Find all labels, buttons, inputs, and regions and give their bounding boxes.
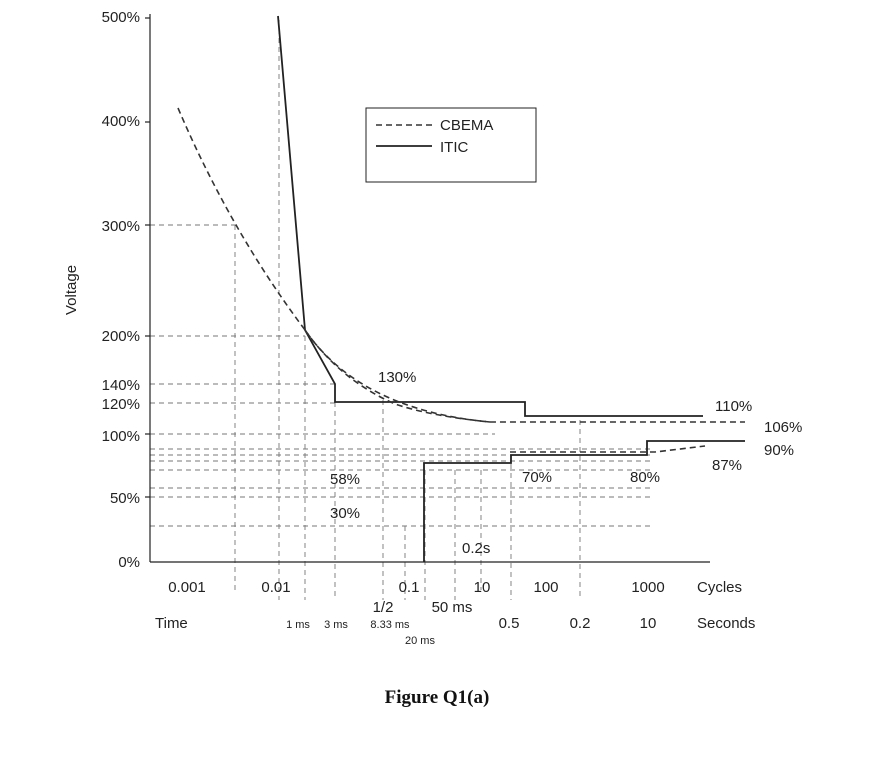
annotation-0-2s: 0.2s (462, 540, 490, 557)
y-tick-label: 100% (102, 428, 140, 445)
x-tick-label: 10 (474, 579, 491, 596)
series-cbema (177, 107, 745, 453)
x-time-tick: 8.33 ms (370, 619, 410, 631)
x-time-tick: 0.2 (570, 615, 591, 632)
y-axis-label: Voltage (63, 265, 80, 315)
itic-upper-curve (277, 15, 703, 417)
legend: CBEMA ITIC (365, 107, 537, 183)
annotation-80: 80% (630, 469, 660, 486)
x-cycle-axis-label: Cycles (697, 579, 742, 596)
annotation-87: 87% (712, 457, 742, 474)
y-tick-label: 120% (102, 396, 140, 413)
annotation-90: 90% (764, 442, 794, 459)
x-time-tick: 10 (640, 615, 657, 632)
y-tick-label: 50% (110, 490, 140, 507)
x-time-tick: 1 ms (286, 619, 310, 631)
x-tick-label: 100 (533, 579, 558, 596)
annotations: 130% 110% 106% 90% 87% 58% 30% 70% 80% 0… (330, 369, 802, 557)
cbema-curve-1 (177, 107, 745, 423)
x-time-axis-label: Seconds (697, 615, 755, 632)
y-tick-label: 200% (102, 328, 140, 345)
legend-box (365, 107, 537, 183)
figure-caption: Figure Q1(a) (385, 687, 490, 708)
x-cycle-tick-labels: 0.001 0.01 0.1 1/2 10 100 1000 Cycles (168, 579, 742, 616)
x-tick-label: 0.01 (261, 579, 290, 596)
annotation-130: 130% (378, 369, 416, 386)
x-tick-label: 0.001 (168, 579, 206, 596)
x-time-tick-labels: Time 1 ms 3 ms 8.33 ms 20 ms 50 ms 0.5 0… (155, 599, 755, 647)
x-time-tick: 20 ms (405, 635, 435, 647)
cbema-lower-curve (510, 445, 706, 453)
x-time-label: Time (155, 615, 188, 632)
x-tick-label: 0.1 (399, 579, 420, 596)
y-tick-label: 500% (102, 9, 140, 26)
legend-label-itic: ITIC (440, 139, 468, 156)
y-axis-ticks (145, 17, 150, 498)
x-time-tick: 0.5 (499, 615, 520, 632)
annotation-106: 106% (764, 419, 802, 436)
itic-lower-curve (423, 440, 745, 562)
cbema-curve-2 (304, 329, 491, 423)
x-time-tick: 50 ms (432, 599, 473, 616)
y-tick-label: 0% (118, 554, 140, 571)
y-tick-label: 400% (102, 113, 140, 130)
x-tick-label: 1/2 (373, 599, 394, 616)
annotation-58: 58% (330, 471, 360, 488)
annotation-30: 30% (330, 505, 360, 522)
x-time-tick: 3 ms (324, 619, 348, 631)
annotation-110: 110% (715, 398, 752, 415)
legend-label-cbema: CBEMA (440, 117, 493, 134)
annotation-70: 70% (522, 469, 552, 486)
y-tick-label: 300% (102, 218, 140, 235)
y-tick-label: 140% (102, 377, 140, 394)
x-tick-label: 1000 (631, 579, 664, 596)
vertical-gridlines (234, 20, 581, 600)
y-tick-labels: 0% 50% 100% 120% 140% 200% 300% 400% 500… (102, 9, 140, 571)
